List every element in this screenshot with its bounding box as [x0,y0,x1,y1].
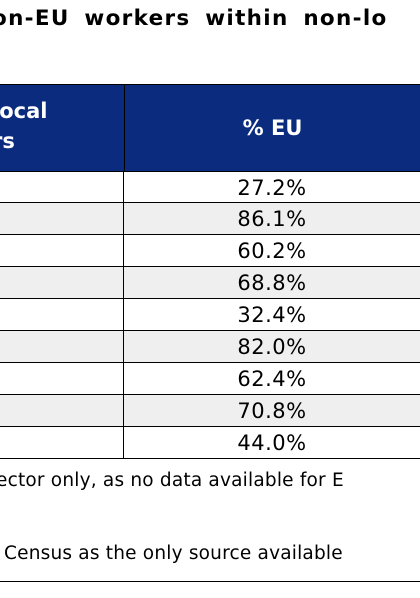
header-non-local-workers: local rs [0,99,48,153]
data-table: local rs % EU 27.2% 86.1% 60.2% 68.8% 32… [0,84,420,459]
table-title: on-EU workers within non-lo [0,6,388,31]
table-row: 44.0% [0,427,420,459]
table-row: 86.1% [0,203,420,235]
table-cell-percent-eu: 62.4% [237,367,307,391]
table-cell-percent-eu: 27.2% [237,176,307,200]
table-cell-label [0,172,124,202]
table-row: 27.2% [0,171,420,203]
footnote-1: ector only, as no data available for E [0,470,344,491]
header-percent-eu: % EU [124,85,420,171]
table-cell-label [0,331,124,362]
table-row: 68.8% [0,267,420,299]
table-header-row: local rs % EU [0,84,420,171]
table-row: 70.8% [0,395,420,427]
table-body: 27.2% 86.1% 60.2% 68.8% 32.4% 82.0% 62.4… [0,171,420,459]
table-row: 60.2% [0,235,420,267]
bottom-divider [0,581,420,582]
table-row: 82.0% [0,331,420,363]
table-cell-percent-eu: 60.2% [237,239,307,263]
table-cell-percent-eu: 44.0% [237,431,307,455]
table-cell-percent-eu: 70.8% [237,399,307,423]
table-cell-label [0,427,124,458]
table-row: 62.4% [0,363,420,395]
table-cell-label [0,395,124,426]
table-cell-percent-eu: 82.0% [237,335,307,359]
table-cell-label [0,203,124,234]
table-cell-percent-eu: 68.8% [237,271,307,295]
table-cell-percent-eu: 86.1% [237,207,307,231]
table-cell-percent-eu: 32.4% [237,303,307,327]
table-cell-label [0,299,124,330]
footnote-2: Census as the only source available [4,543,343,564]
table-cell-label [0,363,124,394]
table-cell-label [0,235,124,266]
table-row: 32.4% [0,299,420,331]
table-cell-label [0,267,124,298]
